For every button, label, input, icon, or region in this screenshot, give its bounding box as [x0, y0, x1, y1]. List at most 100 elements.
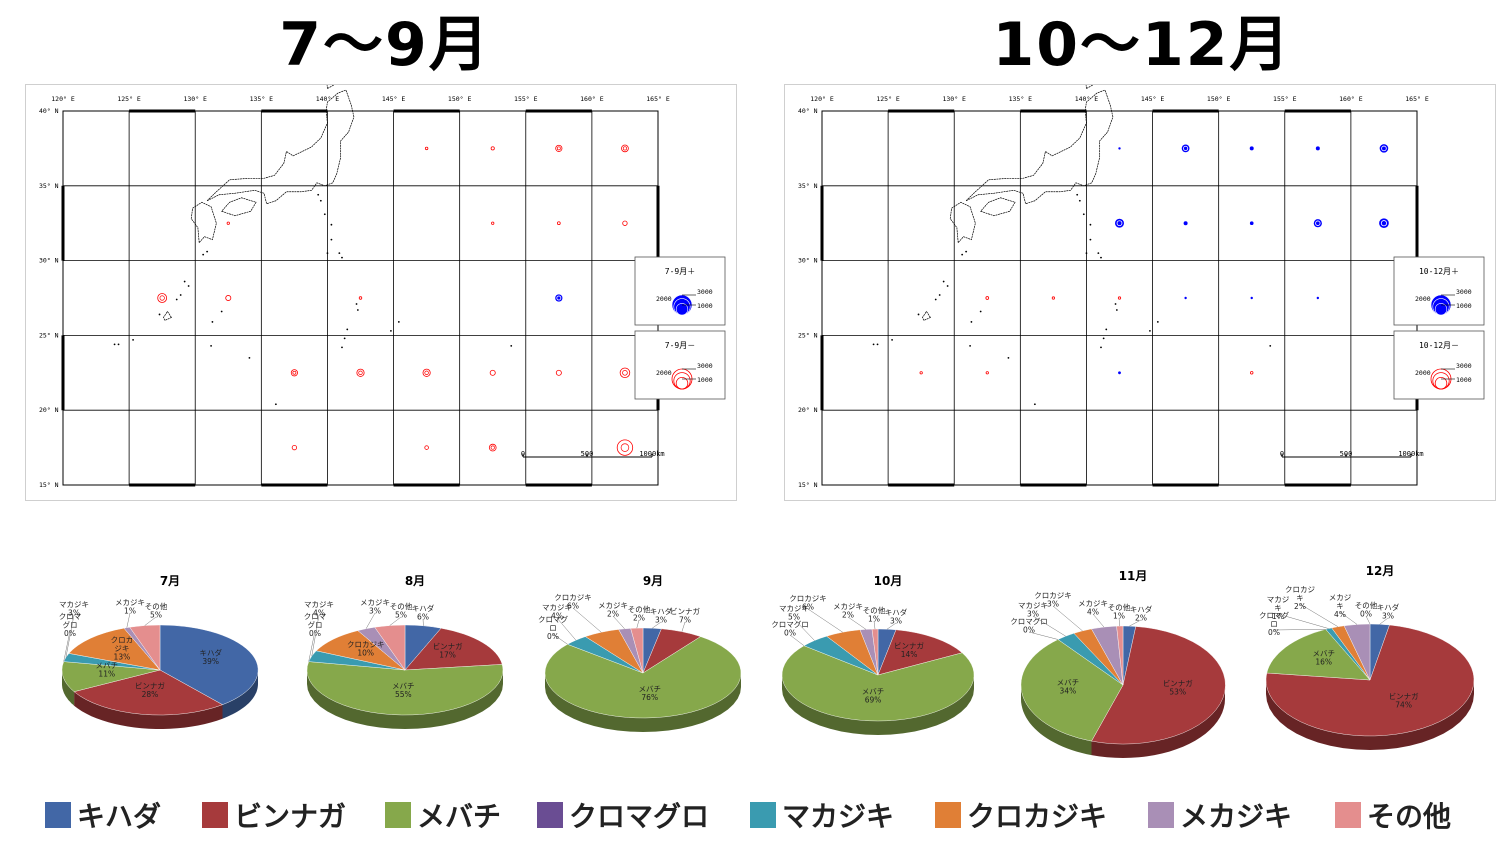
negative-symbol [490, 146, 495, 151]
pie-label: クロカジキ 10% [347, 640, 385, 658]
negative-symbol-ring [556, 146, 561, 151]
lat-label: 30° N [798, 257, 818, 265]
pie-label-line: 0% [784, 629, 796, 638]
negative-symbol [489, 369, 496, 376]
island-dot [317, 193, 320, 196]
lon-label: 140° E [316, 95, 340, 103]
pie-label-line: 4% [551, 612, 563, 621]
legend-value: 3000 [1456, 362, 1472, 370]
positive-symbol [1250, 296, 1253, 300]
island-dot [390, 330, 392, 332]
pie-leader [311, 614, 320, 657]
positive-symbol [1379, 218, 1389, 229]
pie-label-line: メバチ [392, 682, 415, 691]
negative-symbol [424, 445, 429, 450]
pie-label-line: 55% [395, 690, 412, 699]
pie-leader [886, 622, 897, 630]
pie-leader [1273, 629, 1326, 631]
island-dot [330, 223, 333, 226]
island-dot [872, 343, 875, 346]
pie-slice [781, 645, 975, 722]
pie-label-line: その他 [1355, 600, 1378, 610]
pie-label-line: グロ [63, 620, 78, 630]
pie-label-line: 4% [313, 609, 325, 618]
positive-symbol [1249, 221, 1254, 226]
island-dot [1100, 346, 1102, 349]
island-dot [343, 337, 346, 340]
positive-symbol-ring [556, 295, 562, 301]
island-dot [356, 309, 359, 311]
pie-label-line: メカジキ [598, 601, 628, 610]
lat-label: 30° N [39, 257, 59, 265]
pie-label-line: 5% [150, 611, 162, 620]
legend-item-binnaga: ビンナガ [202, 795, 346, 835]
pie-label: ビンナガ 28% [135, 680, 165, 699]
pie-label-line: マカジキ [542, 603, 572, 612]
negative-symbol [491, 221, 495, 225]
pie-label-line: 0% [1268, 628, 1280, 637]
pie-label: メカジキ 4% [1078, 599, 1108, 617]
pie-label: クロカジキ 13% [111, 635, 134, 661]
positive-symbol [555, 294, 563, 302]
pie-label-line: 7% [679, 616, 691, 625]
pie-leader [365, 612, 376, 629]
pie-slice [306, 661, 504, 716]
island-dot [1156, 321, 1159, 323]
pie-leader [1118, 617, 1121, 627]
island-dot [979, 310, 982, 313]
pie-leader [1277, 613, 1329, 629]
pie-label: メカジキ 1% [115, 598, 145, 616]
negative-symbol-ring [358, 370, 363, 375]
island-dot [326, 252, 329, 255]
lon-label: 120° E [51, 95, 75, 103]
pie-leader [789, 634, 805, 646]
pie-label-line: 11% [98, 669, 115, 678]
lon-label: 160° E [580, 95, 604, 103]
pie-leader [65, 614, 75, 658]
legend-item-kurokajiki: クロカジキ [935, 795, 1107, 835]
pie-leader [1028, 631, 1059, 640]
pie-label-line: ビンナガ [1389, 691, 1419, 701]
legend-swatch [385, 802, 411, 828]
pie-label-line: 39% [202, 657, 219, 666]
coastline [965, 89, 1114, 205]
pie-label-line: 2% [633, 614, 645, 623]
pie-label-line: 0% [309, 629, 321, 638]
coastline [922, 310, 931, 321]
island-dot [1089, 223, 1092, 226]
pie-label: マカジキ 4% [304, 600, 334, 618]
island-dot [341, 346, 343, 349]
pie-label: キハダ 39% [199, 648, 222, 667]
pie-label-line: ビンナガ [894, 641, 924, 651]
pie-label: キハダ 3% [885, 607, 908, 626]
legend-swatch [537, 802, 563, 828]
pie-label: メカジキ 3% [360, 598, 390, 616]
island-dot [876, 343, 879, 346]
legend-swatch [1335, 802, 1361, 828]
pie-title: 10月 [874, 574, 903, 588]
map-frame [62, 110, 659, 486]
island-dot [206, 250, 209, 253]
pie-label-line: ロ [1270, 620, 1278, 629]
pie-label-line: クロマグ [538, 614, 568, 624]
island-dot [355, 303, 358, 305]
pie-label: メバチ 55% [392, 682, 415, 700]
pie-label: クロカジキ 6% [554, 593, 592, 611]
legend-swatch [1148, 802, 1174, 828]
map-svg: 120° E 125° E 130° E 135° E 140° E 145° E 150°… [798, 85, 1485, 489]
pie-label-line: クロカジ [1285, 585, 1315, 594]
negative-symbol [919, 371, 923, 375]
lon-label: 160° E [1339, 95, 1363, 103]
island-dot [934, 298, 937, 301]
pie-label-line: 0% [64, 629, 76, 638]
negative-symbol [1117, 296, 1122, 300]
catch-map-oct-dec: 120° E 125° E 130° E 135° E 140° E 145° E 150°… [784, 84, 1496, 501]
pie-label-line: その他 [1108, 602, 1131, 612]
pie-label: メバチ 16% [1312, 649, 1335, 667]
coastline [1085, 85, 1094, 90]
pie-label-line: 6% [802, 603, 814, 612]
pie-label-line: 4% [1087, 608, 1099, 617]
pie-leader [681, 621, 686, 632]
pie-label: ビンナガ 7% [670, 606, 700, 625]
